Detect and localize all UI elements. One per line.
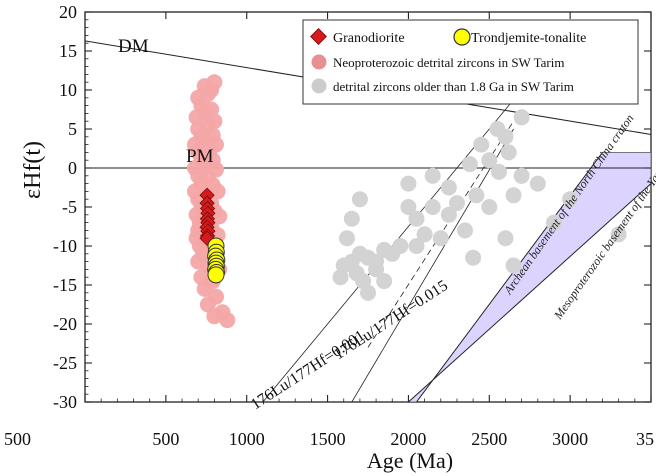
older-zircon-point: [424, 167, 441, 184]
older-zircon-point: [562, 191, 579, 208]
legend: Granodiorite Trondjemite-tonalite Neopro…: [302, 19, 639, 105]
legend-label-older: detrital zircons older than 1.8 Ga in SW…: [333, 79, 574, 94]
older-zircon-point: [500, 144, 517, 161]
older-zircon-point: [497, 230, 514, 247]
older-zircon-point: [424, 199, 441, 215]
x-tick-label: 1000: [229, 429, 265, 449]
legend-marker-neoproterozoic: [311, 54, 327, 70]
older-zircon-point: [432, 230, 449, 247]
x-tick-label: 2000: [390, 429, 426, 449]
older-zircon-point: [461, 156, 478, 173]
older-zircon-point: [343, 210, 360, 227]
x-tick-label: 35: [636, 429, 654, 449]
older-zircon-point: [400, 199, 417, 215]
older-zircon-point: [490, 163, 507, 180]
y-tick-label: -15: [53, 275, 77, 295]
older-zircon-point: [368, 261, 385, 278]
y-tick-label: -20: [53, 314, 77, 334]
axes: 20 15 10 5 0 -5 -10 -15 -20 -25 -30 500 500 1000 1500 2…: [4, 2, 654, 449]
older-zircon-point: [468, 187, 485, 204]
older-zircon-point: [610, 226, 627, 243]
older-zircon-point: [376, 273, 393, 290]
crustal-evolution-line-2: [351, 128, 514, 402]
legend-label-granodiorite: Granodiorite: [333, 31, 405, 46]
older-zircon-point: [351, 191, 368, 208]
older-zircon-point: [440, 179, 457, 196]
legend-label-trondjemite: Trondjemite-tonalite: [471, 31, 586, 46]
neoproterozoic-point: [219, 312, 236, 329]
x-tick-label: 500: [152, 429, 179, 449]
older-zircon-point: [338, 230, 355, 247]
legend-marker-granodiorite: [310, 28, 327, 45]
granodiorite-point: [199, 187, 215, 203]
x-axis-title: Age (Ma): [367, 448, 453, 473]
older-zircon-point: [416, 226, 433, 243]
older-zircon-point: [465, 249, 482, 266]
legend-marker-trondjemite: [453, 28, 471, 46]
older-zircon-point: [481, 199, 498, 215]
older-zircon-point: [360, 284, 376, 301]
y-tick-label: -30: [53, 392, 77, 412]
older-zircon-point: [481, 152, 498, 169]
older-zircon-point: [497, 128, 514, 145]
older-zircon-point: [400, 175, 417, 192]
older-zircon-point: [505, 257, 522, 274]
older-zircon-point: [457, 222, 474, 239]
x-tick-label: 1500: [310, 429, 346, 449]
y-tick-label: 20: [59, 2, 77, 22]
y-tick-label: 15: [59, 41, 77, 61]
older-zircon-point: [529, 175, 546, 192]
x-tick-label: 500: [4, 429, 31, 449]
y-tick-label: 5: [68, 119, 77, 139]
older-zircon-point: [440, 206, 457, 223]
older-zircon-point: [545, 214, 562, 231]
x-tick-label: 3000: [552, 429, 588, 449]
older-zircon-point: [513, 109, 530, 126]
older-zircon-point: [408, 210, 425, 227]
older-zircon-point: [505, 187, 522, 204]
older-zircon-point: [448, 195, 465, 212]
dm-label: DM: [118, 36, 149, 57]
y-tick-label: -5: [62, 197, 77, 217]
older-zircon-point: [332, 269, 349, 286]
legend-label-neoproterozoic: Neoproterozoic detrital zircons in SW Ta…: [333, 55, 564, 70]
y-tick-label: -25: [53, 353, 77, 373]
neoproterozoic-point: [206, 74, 223, 91]
scatter-points: [186, 74, 627, 329]
legend-marker-older: [311, 78, 327, 94]
neoproterozoic-point: [196, 280, 213, 297]
trondjemite-point: [207, 266, 225, 284]
older-zircon-point: [376, 241, 393, 258]
pm-label: PM: [186, 146, 214, 167]
neoproterozoic-point: [199, 296, 216, 313]
older-zircon-point: [513, 167, 530, 184]
y-tick-label: -10: [53, 236, 77, 256]
lu-hf-line-2: [408, 183, 651, 402]
neoproterozoic-point: [206, 308, 223, 325]
y-axis-title: εHf(t): [20, 141, 46, 199]
legend-box: [302, 19, 639, 105]
y-tick-label: 10: [59, 80, 77, 100]
older-zircon-point: [473, 136, 490, 153]
older-zircon-point: [408, 238, 425, 254]
y-tick-label: 0: [68, 158, 77, 178]
neoproterozoic-point: [199, 85, 216, 102]
x-tick-label: 2500: [471, 429, 507, 449]
